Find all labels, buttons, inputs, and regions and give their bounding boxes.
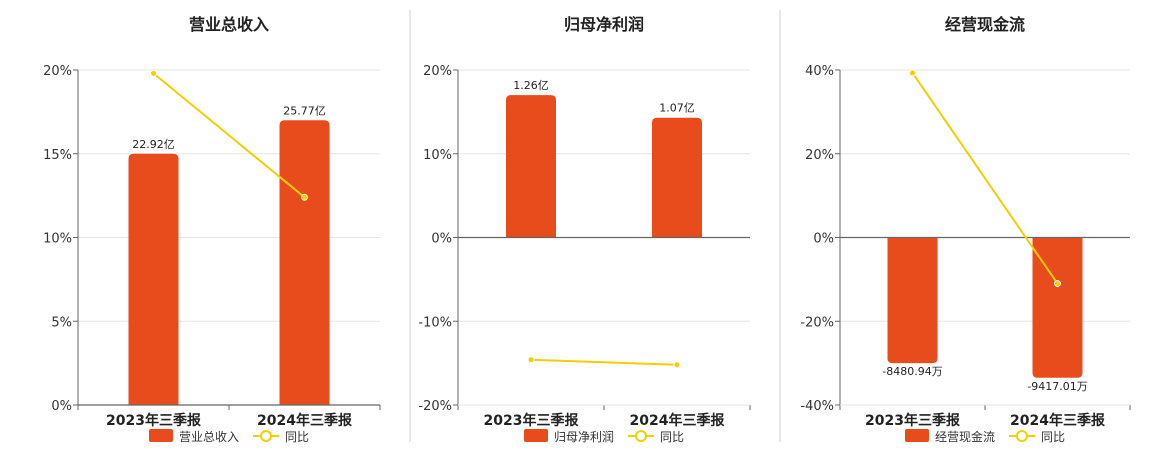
- bar-data-label: 22.92亿: [132, 138, 175, 151]
- x-tick-label: 2024年三季报: [1010, 412, 1105, 429]
- y-tick-label: -20%: [800, 315, 834, 330]
- y-tick-label: 40%: [805, 64, 834, 79]
- legend-bar-swatch: [524, 429, 548, 442]
- x-tick-label: 2023年三季报: [106, 412, 201, 429]
- x-tick-label: 2024年三季报: [630, 412, 725, 429]
- line-point: [301, 193, 308, 201]
- chart-title: 经营现金流: [945, 15, 1025, 34]
- chart-title: 营业总收入: [189, 15, 269, 34]
- y-tick-label: -20%: [418, 399, 452, 414]
- y-tick-label: 10%: [423, 148, 452, 163]
- line-point: [150, 69, 157, 77]
- y-tick-label: 15%: [43, 148, 72, 163]
- legend-line-marker: [1016, 430, 1028, 442]
- bar-data-label: 25.77亿: [283, 104, 326, 117]
- legend-label: 营业总收入: [179, 430, 239, 444]
- legend-label: 经营现金流: [935, 429, 995, 444]
- bar-data-label: -9417.01万: [1027, 380, 1087, 393]
- line-series: [152, 72, 306, 199]
- y-tick-label: 0%: [813, 232, 834, 247]
- legend-line-marker: [635, 430, 647, 442]
- x-tick-label: 2023年三季报: [865, 412, 960, 429]
- bar: [887, 237, 938, 364]
- bar: [279, 120, 330, 405]
- y-tick-label: 0%: [51, 399, 72, 414]
- bar: [506, 95, 556, 238]
- line-series: [530, 358, 678, 366]
- chart-title: 归母净利润: [564, 15, 644, 34]
- legend-label: 同比: [1041, 430, 1065, 444]
- legend-bar-swatch: [905, 429, 929, 442]
- legend-label: 同比: [660, 430, 684, 444]
- legend-line-marker: [260, 430, 272, 442]
- y-tick-label: -10%: [418, 315, 452, 330]
- line-series: [911, 72, 1059, 285]
- legend-bar-swatch: [149, 429, 173, 442]
- y-tick-label: 20%: [43, 64, 72, 79]
- bar-data-label: 1.07亿: [659, 102, 695, 115]
- legend-label: 同比: [285, 430, 309, 444]
- y-tick-label: 0%: [431, 232, 452, 247]
- legend-label: 归母净利润: [554, 430, 614, 444]
- bar-data-label: -8480.94万: [882, 365, 942, 378]
- bar: [652, 117, 702, 238]
- y-tick-label: 10%: [43, 232, 72, 247]
- y-tick-label: -40%: [800, 399, 834, 414]
- line-point: [1054, 280, 1061, 288]
- bar-data-label: 1.26亿: [513, 79, 549, 92]
- bar: [1032, 237, 1083, 378]
- x-tick-label: 2023年三季报: [484, 412, 579, 429]
- y-tick-label: 5%: [51, 315, 72, 330]
- x-tick-label: 2024年三季报: [257, 412, 352, 429]
- bar: [128, 153, 179, 405]
- line-point: [527, 356, 535, 364]
- line-point: [673, 361, 681, 369]
- y-tick-label: 20%: [805, 148, 834, 163]
- line-point: [909, 69, 916, 77]
- y-tick-label: 20%: [423, 64, 452, 79]
